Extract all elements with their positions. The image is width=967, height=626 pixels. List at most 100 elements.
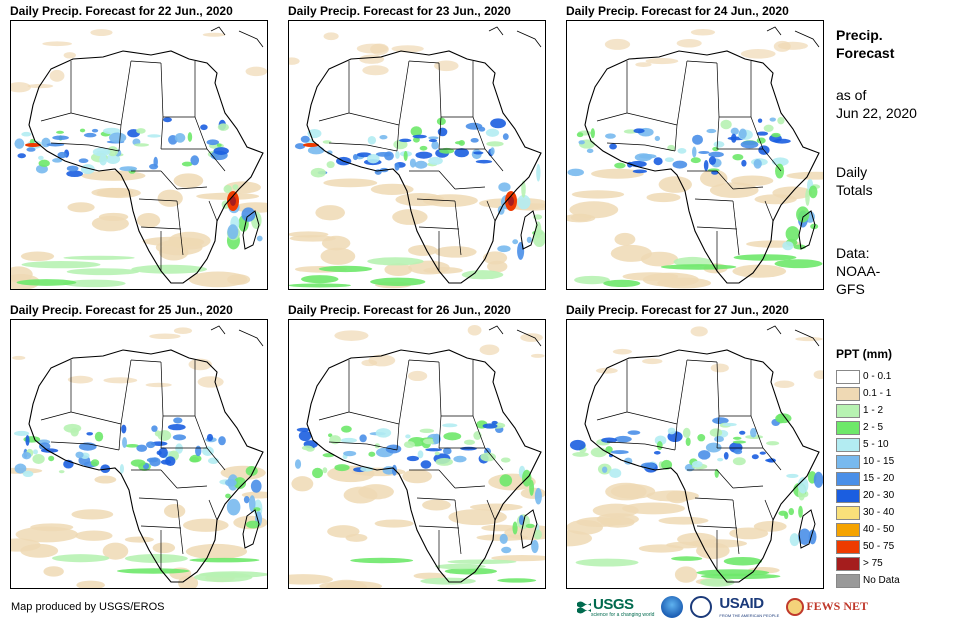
rain-cell bbox=[614, 162, 626, 169]
rain-cell bbox=[310, 167, 326, 178]
rain-cell bbox=[590, 128, 595, 139]
rain-cell bbox=[490, 147, 495, 155]
coastline-fragment bbox=[766, 26, 782, 36]
rain-cell bbox=[359, 434, 367, 443]
rain-cell bbox=[412, 134, 427, 139]
drizzle-patch bbox=[677, 532, 717, 546]
rain-cell bbox=[798, 528, 811, 545]
rain-streak bbox=[461, 270, 504, 280]
rain-cell bbox=[56, 130, 64, 134]
rain-cell bbox=[202, 446, 214, 457]
africa-outline bbox=[584, 349, 820, 583]
rain-cell bbox=[667, 144, 676, 152]
rain-cell bbox=[399, 138, 412, 143]
drizzle-patch bbox=[315, 205, 345, 221]
data-line: GFS bbox=[836, 281, 865, 297]
drizzle-patch bbox=[245, 66, 267, 77]
usaid-tagline: FROM THE AMERICAN PEOPLE bbox=[719, 613, 780, 618]
noaa-logo-icon bbox=[661, 595, 684, 618]
country-border bbox=[318, 112, 350, 122]
rain-cell bbox=[146, 441, 156, 449]
country-border bbox=[416, 198, 456, 202]
rain-cell bbox=[656, 441, 663, 451]
rain-cell bbox=[436, 117, 446, 126]
rain-cell bbox=[38, 155, 44, 160]
rain-cell bbox=[403, 441, 416, 449]
drizzle-patch bbox=[345, 533, 368, 542]
rain-cell bbox=[149, 457, 161, 467]
legend-title: PPT (mm) bbox=[836, 347, 893, 361]
rain-cell bbox=[482, 423, 498, 429]
drizzle-patch bbox=[71, 509, 114, 520]
country-border bbox=[398, 359, 410, 425]
country-border bbox=[716, 116, 720, 150]
rain-cell bbox=[442, 447, 452, 455]
rain-cell bbox=[437, 127, 448, 137]
rain-cell bbox=[731, 133, 737, 143]
country-border bbox=[194, 116, 208, 150]
rain-cell bbox=[136, 128, 146, 134]
drizzle-patch bbox=[173, 327, 193, 334]
country-border bbox=[716, 62, 720, 118]
drizzle-patch bbox=[658, 176, 692, 193]
country-border bbox=[626, 411, 678, 425]
rain-cell bbox=[136, 444, 148, 452]
country-border bbox=[732, 485, 764, 489]
drizzle-patch bbox=[413, 572, 446, 580]
rain-cell bbox=[216, 143, 222, 147]
rain-cell bbox=[605, 446, 613, 454]
usaid-seal-icon bbox=[690, 595, 713, 618]
country-border bbox=[732, 200, 740, 256]
drizzle-patch bbox=[646, 490, 699, 502]
rain-cell bbox=[692, 134, 703, 145]
rain-cell bbox=[154, 430, 162, 437]
coastline-fragment bbox=[516, 30, 542, 48]
country-border bbox=[160, 469, 178, 489]
rain-cell bbox=[526, 236, 532, 243]
rain-cell bbox=[245, 520, 260, 529]
drizzle-patch bbox=[43, 566, 64, 577]
rain-cell bbox=[653, 450, 661, 455]
rain-cell bbox=[174, 133, 186, 143]
rain-cell bbox=[26, 147, 36, 152]
country-border bbox=[716, 469, 734, 489]
rain-streak bbox=[199, 571, 267, 578]
drizzle-patch bbox=[622, 272, 679, 281]
drizzle-patch bbox=[491, 555, 545, 562]
drizzle-patch bbox=[408, 244, 438, 256]
rain-cell bbox=[80, 164, 95, 175]
rain-cell bbox=[798, 505, 803, 518]
rain-streak bbox=[774, 259, 823, 269]
madagascar-outline bbox=[520, 509, 538, 549]
rain-cell bbox=[91, 128, 99, 133]
drizzle-patch bbox=[690, 29, 716, 36]
rain-cell bbox=[692, 146, 697, 158]
rain-cell bbox=[21, 452, 32, 460]
rain-cell bbox=[217, 123, 230, 131]
rain-streak bbox=[435, 563, 486, 570]
drizzle-patch bbox=[370, 183, 414, 195]
rain-cell bbox=[763, 124, 774, 132]
drizzle-patch bbox=[481, 524, 518, 532]
rain-cell bbox=[134, 143, 150, 147]
rain-cell bbox=[771, 132, 781, 138]
rain-cell bbox=[57, 151, 67, 159]
rain-streak bbox=[723, 556, 763, 566]
rain-cell bbox=[195, 445, 202, 457]
rain-cell bbox=[491, 420, 498, 425]
rain-cell bbox=[536, 163, 541, 182]
rain-cell bbox=[654, 135, 661, 142]
legend-label: 2 - 5 bbox=[863, 421, 884, 433]
drizzle-patch bbox=[173, 173, 204, 188]
legend-label: 10 - 15 bbox=[863, 455, 895, 467]
rain-cell bbox=[343, 450, 357, 457]
rain-streak bbox=[660, 264, 737, 270]
rain-cell bbox=[741, 159, 747, 167]
drizzle-patch bbox=[362, 65, 389, 76]
rain-cell bbox=[769, 117, 776, 122]
legend-item: 2 - 5 bbox=[836, 419, 900, 436]
country-border bbox=[674, 124, 678, 152]
precip-map bbox=[566, 319, 824, 589]
drizzle-patch bbox=[325, 579, 368, 588]
legend-swatch bbox=[836, 573, 860, 588]
